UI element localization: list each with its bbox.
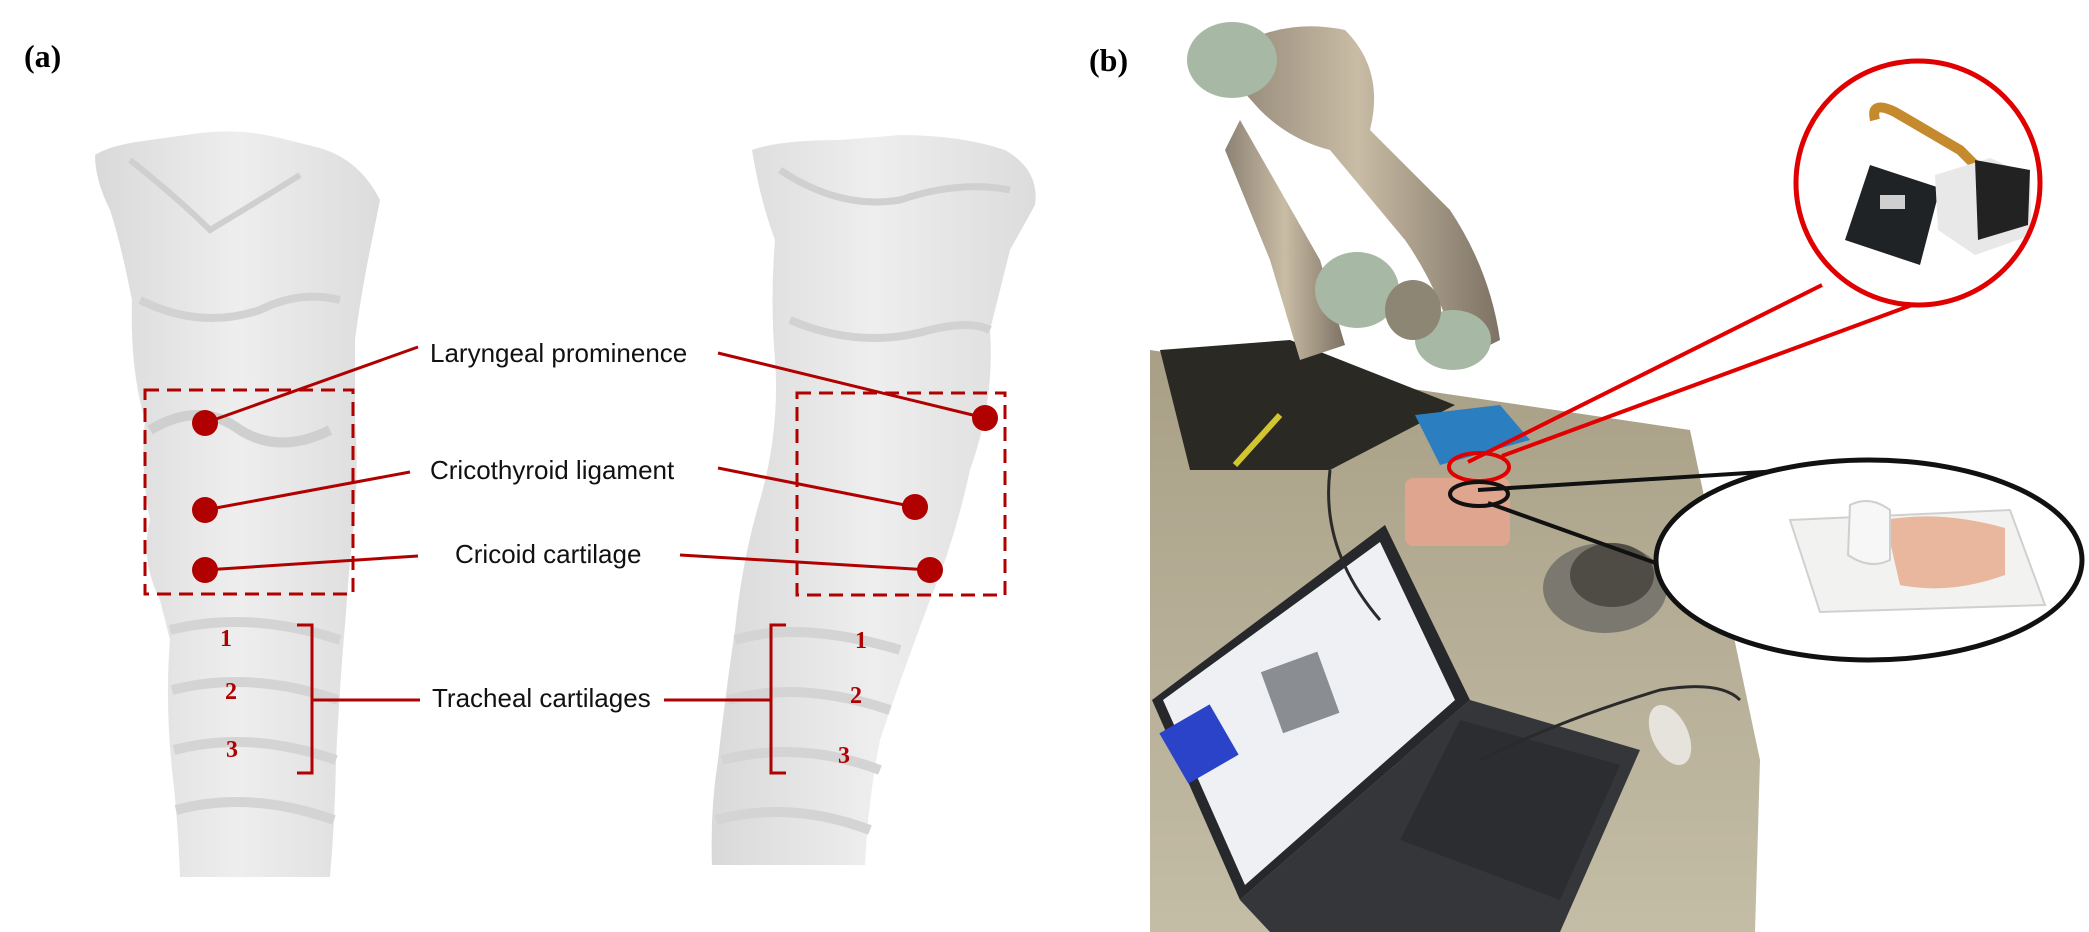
- tracheal-number-2-side: 2: [850, 683, 862, 709]
- leader-lines: [204, 345, 986, 702]
- phantom-location-ring: [1448, 480, 1510, 508]
- phantom-inset: [1653, 457, 2085, 663]
- label-tracheal-cartilages: Tracheal cartilages: [432, 683, 651, 713]
- roi-box-front: [143, 388, 355, 596]
- tracheal-number-1-side: 1: [855, 628, 867, 654]
- marker-cricoid-cartilage-side: [917, 557, 943, 583]
- sensor-inset: [1793, 58, 2043, 308]
- roi-box-side: [795, 391, 1007, 597]
- tracheal-number-3-side: 3: [838, 743, 850, 769]
- robot-setup-photo: [1150, 22, 1760, 932]
- label-cricothyroid-ligament: Cricothyroid ligament: [430, 455, 675, 485]
- marker-cricothyroid-ligament-front: [192, 497, 218, 523]
- tracheal-bracket-front: [297, 623, 318, 775]
- tracheal-number-2-front: 2: [225, 679, 237, 705]
- tracheal-number-3-front: 3: [226, 737, 238, 763]
- label-cricoid-cartilage: Cricoid cartilage: [455, 539, 642, 569]
- panel-b-label: (b): [1089, 42, 1129, 78]
- marker-cricoid-cartilage-front: [192, 557, 218, 583]
- marker-cricothyroid-ligament-side: [902, 494, 928, 520]
- tracheal-bracket-side: [765, 623, 786, 775]
- marker-laryngeal-prominence-front: [192, 410, 218, 436]
- tracheal-number-1-front: 1: [220, 626, 232, 652]
- marker-laryngeal-prominence-side: [972, 405, 998, 431]
- landmark-markers: [192, 405, 998, 583]
- label-laryngeal-prominence: Laryngeal prominence: [430, 338, 688, 368]
- panel-a-label: (a): [24, 38, 62, 74]
